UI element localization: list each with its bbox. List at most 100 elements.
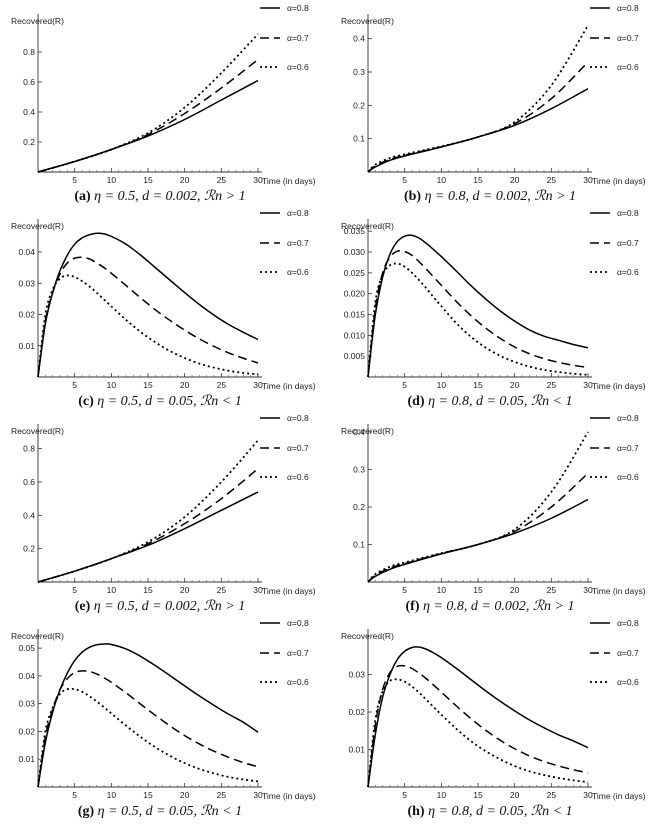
- series-line-2: [367, 249, 589, 378]
- x-tick-label: 25: [217, 585, 227, 595]
- legend-label-2: α=0.7: [617, 648, 639, 658]
- series-line-2: [367, 61, 589, 173]
- x-tick-label: 10: [107, 585, 117, 595]
- x-tick-label: 10: [437, 380, 447, 390]
- legend-label-3: α=0.6: [617, 472, 639, 482]
- caption-text: η = 0.5, d = 0.002, ℛn > 1: [93, 599, 246, 614]
- caption-label: (a): [74, 189, 91, 204]
- series-line-3: [37, 274, 259, 378]
- caption-e: (e) η = 0.5, d = 0.002, ℛn > 1: [0, 598, 320, 615]
- y-tick-label: 0.04: [18, 671, 35, 681]
- legend-label-1: α=0.8: [617, 208, 639, 218]
- legend-label-1: α=0.8: [287, 3, 309, 13]
- chart-d: Recovered(R) Time (in days) 5 10 15 20 25 30 0.0…: [341, 208, 646, 391]
- chart-panel-f: Recovered(R) Time (in days) 5 10 15 20 25 30 0.1…: [330, 410, 655, 615]
- y-tick-label: 0.015: [344, 310, 366, 320]
- y-axis-label: Recovered(R): [341, 426, 394, 436]
- chart-f: Recovered(R) Time (in days) 5 10 15 20 25 30 0.1…: [341, 413, 646, 596]
- y-tick-label: 0.010: [344, 330, 366, 340]
- legend-label-2: α=0.7: [287, 648, 309, 658]
- series-line-1: [37, 643, 259, 788]
- y-tick-label: 0.2: [353, 502, 365, 512]
- legend-label-3: α=0.6: [617, 62, 639, 72]
- x-tick-label: 5: [402, 790, 407, 800]
- y-tick-label: 0.02: [348, 707, 365, 717]
- x-tick-label: 5: [72, 585, 77, 595]
- x-tick-label: 30: [583, 585, 593, 595]
- y-tick-label: 0.4: [23, 510, 35, 520]
- y-axis-label: Recovered(R): [11, 221, 64, 231]
- caption-text: η = 0.8, d = 0.05, ℛn < 1: [428, 394, 573, 409]
- x-tick-label: 5: [72, 380, 77, 390]
- y-tick-label: 0.2: [23, 544, 35, 554]
- caption-h: (h) η = 0.8, d = 0.05, ℛn < 1: [330, 803, 650, 820]
- x-axis-label: Time (in days): [262, 586, 316, 596]
- legend-label-2: α=0.7: [617, 443, 639, 453]
- x-axis-label: Time (in days): [262, 791, 316, 801]
- legend-label-3: α=0.6: [617, 267, 639, 277]
- caption-text: η = 0.5, d = 0.05, ℛn < 1: [97, 394, 242, 409]
- chart-g: Recovered(R) Time (in days) 5 10 15 20 25 30 0.0…: [11, 618, 316, 801]
- x-axis-label: Time (in days): [262, 381, 316, 391]
- x-tick-label: 20: [510, 585, 520, 595]
- chart-h: Recovered(R) Time (in days) 5 10 15 20 25 30 0.0…: [341, 618, 646, 801]
- x-tick-label: 15: [143, 585, 153, 595]
- y-tick-label: 0.025: [344, 268, 366, 278]
- y-axis-label: Recovered(R): [341, 631, 394, 641]
- x-tick-label: 25: [547, 175, 557, 185]
- x-tick-label: 20: [510, 175, 520, 185]
- series-line-3: [367, 678, 589, 788]
- y-tick-label: 0.01: [18, 341, 35, 351]
- x-tick-label: 5: [402, 175, 407, 185]
- y-tick-label: 0.1: [353, 134, 365, 144]
- x-tick-label: 5: [402, 380, 407, 390]
- y-axis-label: Recovered(R): [11, 426, 64, 436]
- x-axis-label: Time (in days): [592, 176, 646, 186]
- x-tick-label: 25: [217, 790, 227, 800]
- chart-c: Recovered(R) Time (in days) 5 10 15 20 25 30 0.0…: [11, 208, 316, 391]
- caption-b: (b) η = 0.8, d = 0.002, ℛn > 1: [330, 188, 650, 205]
- caption-text: η = 0.8, d = 0.002, ℛn > 1: [424, 189, 577, 204]
- series-line-3: [37, 687, 259, 788]
- y-tick-label: 0.2: [23, 137, 35, 147]
- caption-text: η = 0.5, d = 0.002, ℛn > 1: [94, 189, 246, 204]
- y-tick-label: 0.8: [23, 47, 35, 57]
- x-tick-label: 30: [583, 175, 593, 185]
- y-tick-label: 0.03: [18, 699, 35, 709]
- x-tick-label: 15: [473, 380, 483, 390]
- series-line-3: [367, 262, 589, 378]
- legend-label-2: α=0.7: [617, 33, 639, 43]
- y-tick-label: 0.04: [18, 247, 35, 257]
- x-tick-label: 20: [180, 790, 190, 800]
- legend-label-3: α=0.6: [287, 62, 309, 72]
- y-axis-label: Recovered(R): [341, 16, 394, 26]
- y-tick-label: 0.035: [344, 226, 366, 236]
- caption-label: (g): [77, 804, 95, 819]
- chart-e: Recovered(R) Time (in days) 5 10 15 20 25 30 0.2…: [11, 413, 316, 596]
- legend-label-1: α=0.8: [617, 413, 639, 423]
- x-tick-label: 25: [547, 790, 557, 800]
- series-line-1: [37, 232, 259, 378]
- y-tick-label: 0.05: [18, 643, 35, 653]
- x-tick-label: 5: [402, 585, 407, 595]
- y-tick-label: 0.020: [344, 289, 366, 299]
- legend-label-1: α=0.8: [287, 208, 309, 218]
- y-tick-label: 0.6: [23, 477, 35, 487]
- series-line-1: [367, 498, 589, 583]
- y-tick-label: 0.03: [18, 278, 35, 288]
- legend-label-1: α=0.8: [287, 413, 309, 423]
- x-tick-label: 5: [72, 790, 77, 800]
- caption-text: η = 0.8, d = 0.002, ℛn > 1: [423, 599, 575, 614]
- legend-label-2: α=0.7: [287, 238, 309, 248]
- y-tick-label: 0.01: [18, 754, 35, 764]
- chart-panel-a: Recovered(R) Time (in days) 5 10 15 20 25 30 0.2…: [0, 0, 325, 205]
- chart-panel-g: Recovered(R) Time (in days) 5 10 15 20 25 30 0.0…: [0, 615, 325, 820]
- legend-label-3: α=0.6: [287, 267, 309, 277]
- x-tick-label: 20: [180, 380, 190, 390]
- series-line-3: [37, 33, 259, 173]
- series-line-2: [37, 468, 259, 583]
- legend-label-3: α=0.6: [287, 677, 309, 687]
- x-tick-label: 30: [253, 175, 263, 185]
- y-tick-label: 0.3: [353, 67, 365, 77]
- y-tick-label: 0.030: [344, 247, 366, 257]
